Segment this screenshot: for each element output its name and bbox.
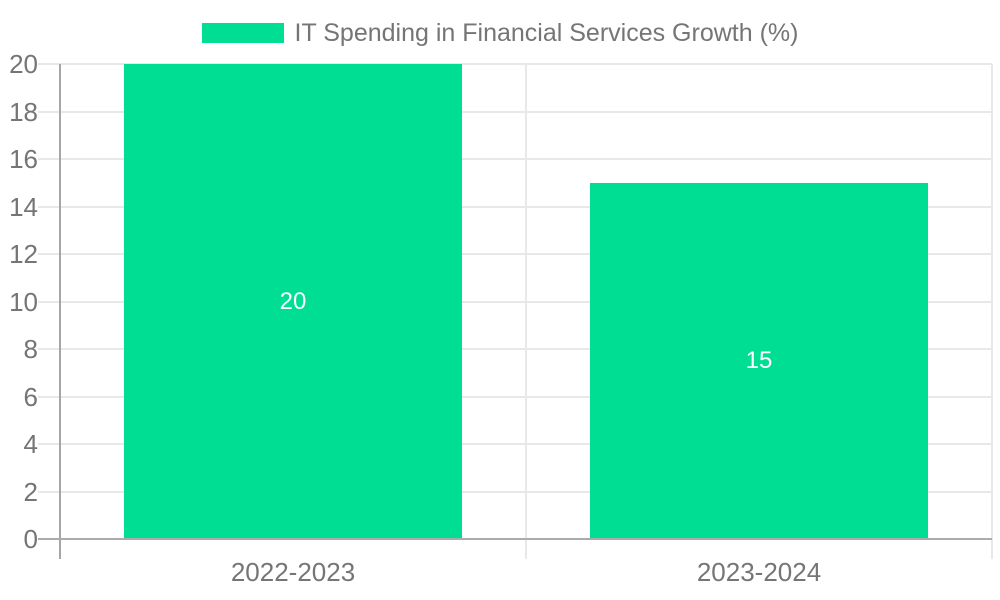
y-tick-label: 20 xyxy=(9,49,38,79)
bar-value-label: 20 xyxy=(279,287,307,315)
gridline xyxy=(38,110,992,113)
gridline xyxy=(38,205,992,208)
y-tick-label: 2 xyxy=(23,476,38,507)
x-category-label: 2023-2024 xyxy=(696,557,822,587)
y-tick-label: 8 xyxy=(23,334,38,364)
y-tick-label: 16 xyxy=(9,144,38,174)
bar: 20 xyxy=(124,64,462,539)
gridline xyxy=(38,490,992,493)
y-tick-label: 10 xyxy=(9,286,38,317)
chart-legend[interactable]: IT Spending in Financial Services Growth… xyxy=(0,18,1000,47)
gridline xyxy=(38,158,992,160)
y-axis-line xyxy=(59,64,61,559)
gridline xyxy=(38,443,992,445)
y-tick-label: 4 xyxy=(23,429,38,459)
gridline xyxy=(38,63,992,65)
gridline xyxy=(38,348,992,350)
bar-value-label: 15 xyxy=(745,346,773,374)
y-tick-label: 14 xyxy=(9,191,38,222)
y-tick-label: 18 xyxy=(9,96,38,127)
category-boundary-line xyxy=(991,64,993,559)
y-tick-label: 0 xyxy=(23,524,38,554)
x-axis-baseline xyxy=(38,538,992,540)
bar: 15 xyxy=(590,182,928,539)
y-tick-label: 6 xyxy=(23,381,38,412)
x-category-label: 2022-2023 xyxy=(230,557,356,587)
y-tick-label: 12 xyxy=(9,239,38,269)
category-boundary-line xyxy=(525,64,527,559)
legend-swatch xyxy=(201,23,284,43)
gridline xyxy=(38,253,992,255)
legend-label: IT Spending in Financial Services Growth… xyxy=(294,18,799,47)
gridline xyxy=(38,300,992,303)
gridline xyxy=(38,395,992,398)
